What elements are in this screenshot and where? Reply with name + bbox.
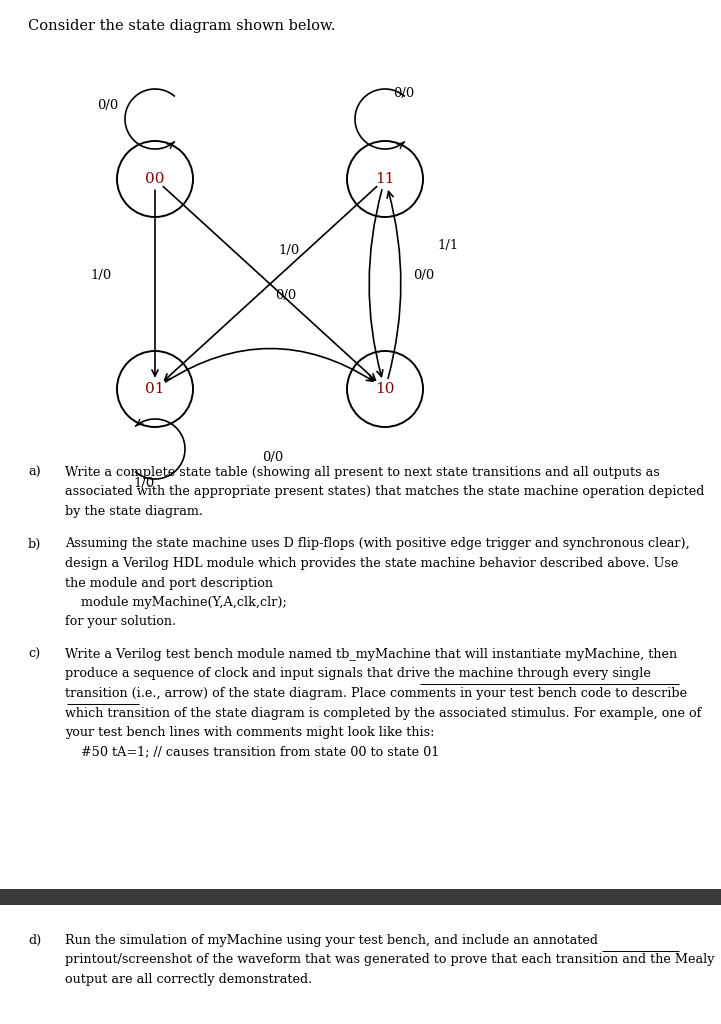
- Text: design a Verilog HDL module which provides the state machine behavior described : design a Verilog HDL module which provid…: [65, 557, 678, 570]
- Text: by the state diagram.: by the state diagram.: [65, 505, 203, 518]
- Text: 0/0: 0/0: [275, 289, 296, 302]
- Text: module myMachine(Y,A,clk,clr);: module myMachine(Y,A,clk,clr);: [65, 596, 287, 609]
- Text: output are all correctly demonstrated.: output are all correctly demonstrated.: [65, 973, 312, 986]
- Text: 10: 10: [375, 382, 395, 396]
- Text: the module and port description: the module and port description: [65, 577, 273, 590]
- Text: Write a complete state table (showing all present to next state transitions and : Write a complete state table (showing al…: [65, 466, 660, 479]
- Text: 0/0: 0/0: [413, 269, 434, 282]
- Text: c): c): [28, 648, 40, 662]
- Bar: [0, 889, 721, 905]
- Text: 11: 11: [375, 172, 395, 186]
- Text: your test bench lines with comments might look like this:: your test bench lines with comments migh…: [65, 726, 435, 739]
- Text: Consider the state diagram shown below.: Consider the state diagram shown below.: [28, 19, 335, 33]
- Text: 0/0: 0/0: [97, 99, 118, 112]
- Text: d): d): [28, 934, 41, 947]
- Text: for your solution.: for your solution.: [65, 615, 176, 629]
- Text: 1/0: 1/0: [133, 477, 154, 490]
- Text: 0/0: 0/0: [393, 87, 415, 100]
- Text: produce a sequence of clock and input signals that drive the machine through eve: produce a sequence of clock and input si…: [65, 668, 651, 681]
- Text: 1/0: 1/0: [278, 244, 299, 257]
- Text: 0/0: 0/0: [262, 451, 283, 464]
- Text: transition (i.e., arrow) of the state diagram. Place comments in your test bench: transition (i.e., arrow) of the state di…: [65, 687, 687, 700]
- Text: 1/0: 1/0: [90, 269, 111, 282]
- Text: b): b): [28, 538, 41, 551]
- Text: 01: 01: [145, 382, 165, 396]
- Text: Run the simulation of myMachine using your test bench, and include an annotated: Run the simulation of myMachine using yo…: [65, 934, 598, 947]
- Text: printout/screenshot of the waveform that was generated to prove that each transi: printout/screenshot of the waveform that…: [65, 953, 715, 967]
- Text: 1/1: 1/1: [437, 239, 459, 252]
- Text: Write a Verilog test bench module named tb_myMachine that will instantiate myMac: Write a Verilog test bench module named …: [65, 648, 677, 662]
- Text: associated with the appropriate present states) that matches the state machine o: associated with the appropriate present …: [65, 485, 704, 499]
- Text: 00: 00: [145, 172, 165, 186]
- Text: a): a): [28, 466, 41, 479]
- Text: Assuming the state machine uses D flip-flops (with positive edge trigger and syn: Assuming the state machine uses D flip-f…: [65, 538, 690, 551]
- Text: #50 tA=1; // causes transition from state 00 to state 01: #50 tA=1; // causes transition from stat…: [65, 745, 439, 759]
- Text: which transition of the state diagram is completed by the associated stimulus. F: which transition of the state diagram is…: [65, 707, 702, 720]
